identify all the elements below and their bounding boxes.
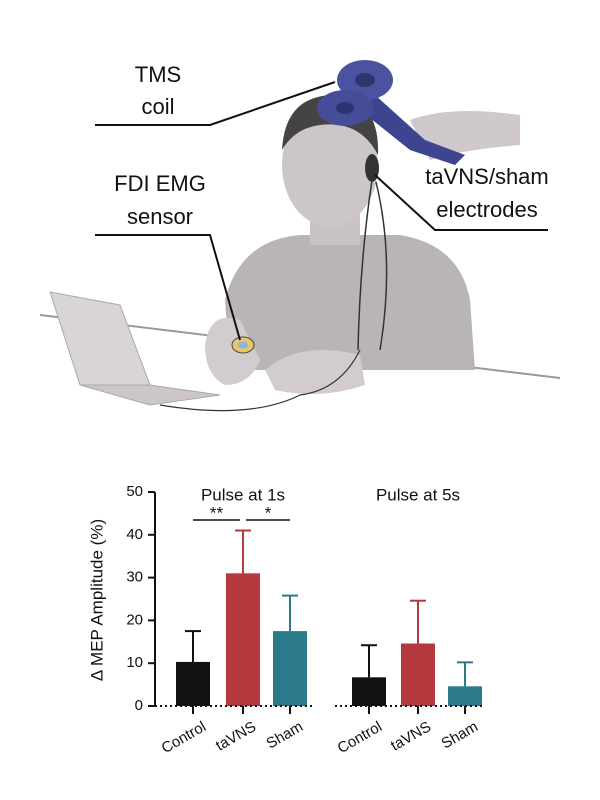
y-axis-label: Δ MEP Amplitude (%) [87, 519, 106, 681]
panel-title: Pulse at 5s [376, 485, 460, 504]
y-tick-label: 10 [126, 654, 143, 671]
pointer-line [95, 81, 336, 126]
laptop-screen [49, 291, 151, 386]
significance-label: * [265, 503, 272, 522]
laptop-base [79, 384, 221, 406]
label: taVNS/sham [425, 164, 549, 189]
bar [176, 661, 210, 706]
x-tick-label: taVNS [213, 718, 259, 754]
significance-label: ** [210, 503, 224, 522]
laptop-cable [159, 349, 361, 412]
y-tick-label: 40 [126, 526, 143, 543]
bar [401, 643, 435, 706]
panel-title: Pulse at 1s [201, 485, 285, 504]
bar [273, 631, 307, 706]
label: coil [141, 94, 174, 119]
bar [226, 573, 260, 706]
label: sensor [127, 204, 193, 229]
x-tick-label: Sham [264, 718, 306, 752]
y-tick-label: 0 [135, 697, 143, 714]
bar [352, 677, 386, 706]
coil-hole [336, 102, 354, 114]
head [282, 103, 378, 227]
x-tick-label: Control [335, 718, 385, 757]
electrode-wires [357, 179, 388, 351]
label: TMS [135, 62, 181, 87]
label: electrodes [436, 197, 538, 222]
y-tick-label: 20 [126, 611, 143, 628]
y-tick-label: 30 [126, 569, 143, 586]
coil-handle [360, 95, 465, 165]
bar [448, 686, 482, 706]
pointer-line [374, 174, 548, 231]
torso [225, 235, 475, 370]
left-hand [205, 317, 260, 385]
label: FDI EMG [114, 171, 206, 196]
right-hand [265, 350, 365, 394]
pointer-line [95, 234, 241, 341]
y-tick-label: 50 [126, 483, 143, 500]
x-tick-label: Sham [439, 718, 481, 752]
illustration: TMS coil FDI EMG sensor taVNS/sham elect… [39, 60, 561, 412]
x-tick-label: taVNS [388, 718, 434, 754]
coil-hole [355, 73, 375, 87]
x-tick-label: Control [159, 718, 209, 757]
emg-sensor-center [238, 341, 248, 349]
